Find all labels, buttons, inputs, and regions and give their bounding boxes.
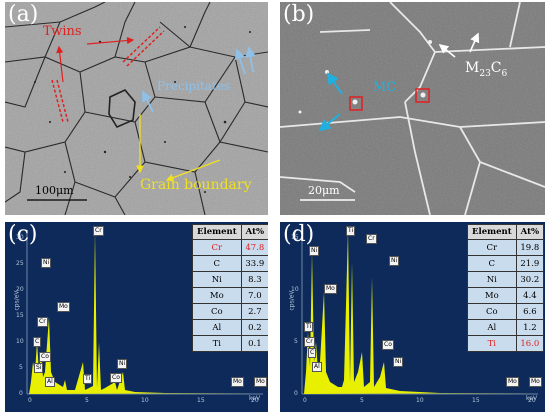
xtick-c-1: 5 xyxy=(85,397,89,404)
xtick-c-3: 15 xyxy=(197,397,205,404)
peak-label-co-d: Co xyxy=(382,340,394,350)
m23c6-label: M23C6 xyxy=(465,60,508,79)
spectrum-plot-d xyxy=(301,230,538,395)
x-axis-label-c: keV xyxy=(249,395,261,402)
ytick-d-3: 15 xyxy=(291,234,299,241)
peak-label-ti2-d: Ti xyxy=(304,322,314,332)
peak-label-cr2-c: Cr xyxy=(37,317,48,327)
peak-label-mo3-d: Mo xyxy=(529,377,542,387)
peak-label-co-c: Co xyxy=(39,352,51,362)
panel-label-b: (b) xyxy=(283,2,315,27)
peak-label-c-d: C xyxy=(308,348,317,358)
grain-boundary-label: Grain boundary xyxy=(140,177,252,193)
peak-label-cr-c: Cr xyxy=(93,226,104,236)
ytick-d-0: 0 xyxy=(294,390,298,397)
panel-label-c: (c) xyxy=(8,222,38,247)
xtick-d-1: 5 xyxy=(360,397,364,404)
element-table-d: Element At% Cr 19.8 C 21.9 Ni 30.2 Mo 4.4 Co 6… xyxy=(467,224,545,352)
panel-label-d: (d) xyxy=(283,222,315,247)
xtick-c-0: 0 xyxy=(28,397,32,404)
peak-label-ni-d: Ni xyxy=(309,246,320,256)
peak-label-al-d: Al xyxy=(312,362,322,372)
ytick-c-0: 0 xyxy=(19,390,23,397)
ytick-c-6: 30 xyxy=(16,234,24,241)
peak-label-si-c: Si xyxy=(34,363,44,373)
ytick-d-1: 5 xyxy=(294,338,298,345)
micrograph-panel-a: (a) Twins Precipitates Grain boundary 10… xyxy=(5,2,268,215)
peak-label-cr-d: Cr xyxy=(366,234,377,244)
eds-spectrum-d: (d) cps/eV keV 0 5 10 15 0 5 10 15 20 Ti… xyxy=(280,222,545,412)
xtick-c-2: 10 xyxy=(141,397,149,404)
peak-label-co2-c: Co xyxy=(110,373,122,383)
xtick-d-3: 15 xyxy=(472,397,480,404)
ytick-c-4: 20 xyxy=(16,286,24,293)
peak-label-c-c: C xyxy=(33,337,42,347)
peak-label-ni2-c: Ni xyxy=(117,359,128,369)
peak-label-mo2-d: Mo xyxy=(506,377,519,387)
ytick-d-2: 10 xyxy=(291,286,299,293)
scale-label-b: 20μm xyxy=(308,184,340,197)
x-axis-label-d: keV xyxy=(526,395,538,402)
xtick-d-4: 20 xyxy=(528,397,536,404)
sem-structure-b xyxy=(280,2,545,215)
precipitates-label: Precipitates xyxy=(157,79,231,93)
eds-spectrum-c: (c) cps/eV keV 0 5 10 15 20 25 30 0 5 10… xyxy=(5,222,268,412)
peak-label-mo3-c: Mo xyxy=(254,377,267,387)
xtick-c-4: 20 xyxy=(251,397,259,404)
xtick-d-2: 10 xyxy=(416,397,424,404)
peak-label-ni3-d: Ni xyxy=(393,357,404,367)
twins-label: Twins xyxy=(43,24,82,39)
peak-label-al-c: Al xyxy=(45,377,55,387)
ytick-c-5: 25 xyxy=(16,260,24,267)
grain-structure-a xyxy=(5,2,268,215)
xtick-d-0: 0 xyxy=(303,397,307,404)
peak-label-mo-d: Mo xyxy=(324,284,337,294)
peak-label-cr2-d: Cr xyxy=(304,337,315,347)
y-axis-label-d: cps/eV xyxy=(288,290,296,311)
micrograph-panel-b: (b) MC M23C6 20μm xyxy=(280,2,545,215)
ytick-c-3: 15 xyxy=(16,312,24,319)
mc-label: MC xyxy=(373,80,397,95)
peak-label-ni2-d: Ni xyxy=(389,256,400,266)
peak-label-ti-c: Ti xyxy=(83,374,93,384)
panel-label-a: (a) xyxy=(8,2,39,27)
peak-label-ni-c: Ni xyxy=(41,258,52,268)
y-axis-label-c: cps/eV xyxy=(13,290,21,311)
scale-label-a: 100μm xyxy=(35,184,74,197)
peak-label-ti-d: Ti xyxy=(346,226,356,236)
ytick-c-1: 5 xyxy=(19,364,23,371)
peak-label-mo-c: Mo xyxy=(57,302,70,312)
element-table-c: Element At% Cr 47.8 C 33.9 Ni 8.3 Mo 7.0 Co 2.… xyxy=(192,224,268,352)
ytick-c-2: 10 xyxy=(16,338,24,345)
peak-label-mo2-c: Mo xyxy=(231,377,244,387)
